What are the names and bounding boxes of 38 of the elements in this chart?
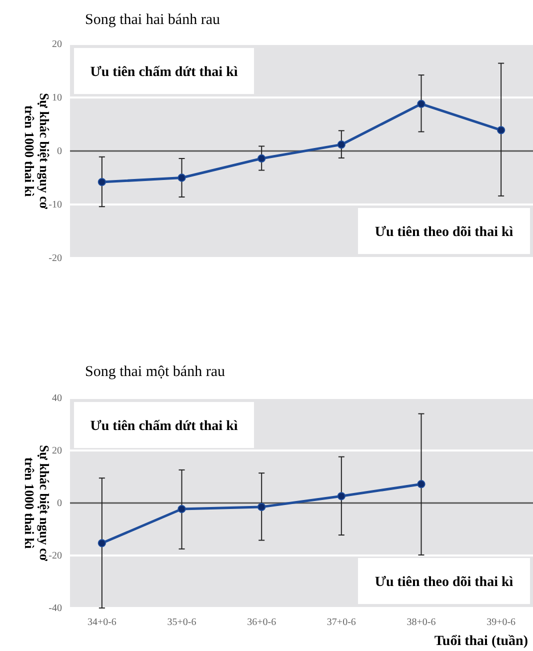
annotation: Ưu tiên theo dõi thai kì	[374, 225, 514, 240]
y-tick-label: -40	[48, 603, 62, 614]
point	[497, 126, 506, 134]
y-tick-label: 0	[57, 498, 62, 510]
x-tick-label: 38+0-6	[406, 617, 436, 628]
annotation: Ưu tiên chấm dứt thai kì	[90, 65, 238, 80]
point	[417, 100, 426, 108]
point	[98, 178, 106, 186]
note-box: Ưu tiên theo dõi thai kì	[358, 558, 530, 604]
y-tick-label: 20	[52, 39, 62, 50]
y-tick-label: 10	[52, 92, 62, 104]
x-tick-label: 35+0-6	[167, 617, 196, 628]
y-tick-label: -10	[48, 200, 62, 211]
y-tick-label: 20	[52, 446, 62, 457]
x-tick-label: 39+0-6	[486, 617, 516, 628]
point	[417, 480, 426, 488]
point	[178, 174, 186, 182]
y-tick-label: -20	[48, 253, 62, 264]
x-tick-label: 37+0-6	[326, 617, 356, 628]
point	[178, 504, 186, 514]
point	[337, 492, 346, 500]
x-tick-label: 34+0-6	[87, 617, 116, 628]
point	[258, 154, 266, 163]
annotation: Ưu tiên theo dõi thai kì	[374, 575, 514, 590]
y-tick-label: 40	[52, 393, 62, 404]
y-tick-label: -20	[48, 550, 62, 562]
x-axis-title: Tuổi thai (tuần)	[434, 634, 528, 649]
point	[258, 502, 266, 511]
point	[98, 539, 106, 548]
chart-title: Song thai một bánh rau	[85, 364, 226, 380]
x-tick-label: 36+0-6	[247, 617, 276, 628]
note-box: Ưu tiên chấm dứt thai kì	[74, 48, 254, 94]
point	[337, 140, 346, 149]
y-tick-label: 0	[57, 146, 62, 158]
chart-title: Song thai hai bánh rau	[85, 12, 220, 28]
note-box: Ưu tiên theo dõi thai kì	[358, 208, 530, 254]
annotation: Ưu tiên chấm dứt thai kì	[90, 419, 238, 434]
note-box: Ưu tiên chấm dứt thai kì	[74, 402, 254, 448]
